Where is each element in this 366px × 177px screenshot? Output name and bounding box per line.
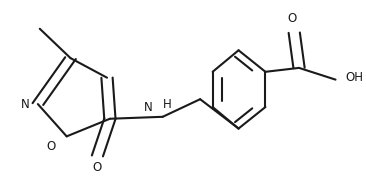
Text: N: N bbox=[21, 98, 30, 111]
Text: O: O bbox=[93, 161, 102, 174]
Text: H: H bbox=[163, 98, 171, 111]
Text: O: O bbox=[47, 140, 56, 153]
Text: N: N bbox=[144, 101, 153, 113]
Text: OH: OH bbox=[345, 71, 363, 84]
Text: O: O bbox=[288, 13, 297, 25]
